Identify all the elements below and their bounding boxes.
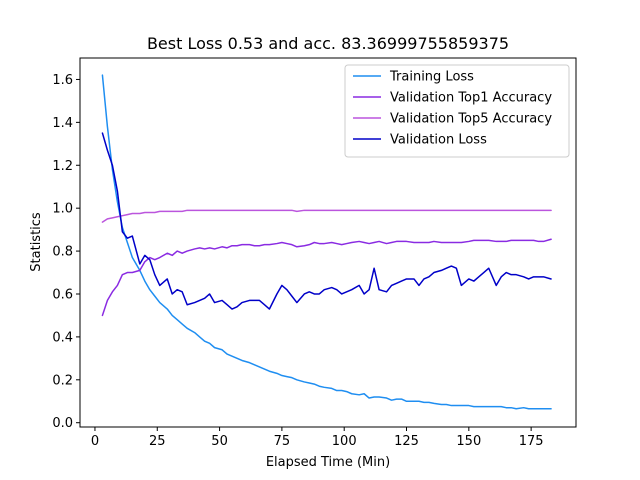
series-line-validation-top1-accuracy <box>101 238 552 317</box>
y-tick-label: 0.4 <box>52 330 73 345</box>
y-tick-label: 1.6 <box>52 73 73 88</box>
series-line-validation-loss <box>101 132 552 310</box>
y-axis-label: Statistics <box>29 212 44 272</box>
y-tick-label: 0.0 <box>52 416 73 431</box>
x-tick-label: 175 <box>519 434 544 449</box>
plot-area: 0 25 50 75 100 125 150 175 0.0 0.2 0.4 0.6 0.8 1.0 1.2… <box>52 57 577 449</box>
y-tick-label: 0.2 <box>52 373 73 388</box>
x-tick-label: 75 <box>274 434 291 449</box>
x-tick-label: 0 <box>91 434 99 449</box>
chart-title: Best Loss 0.53 and acc. 83.3699975585937… <box>147 34 509 53</box>
y-tick-label: 1.2 <box>52 159 73 174</box>
y-tick-label: 0.8 <box>52 245 73 260</box>
x-axis-label: Elapsed Time (Min) <box>266 455 390 470</box>
series-line-training-loss <box>101 74 552 410</box>
x-tick-label: 25 <box>149 434 166 449</box>
legend-label: Validation Loss <box>390 133 487 148</box>
y-tick-label: 0.6 <box>52 287 73 302</box>
x-tick-label: 150 <box>456 434 481 449</box>
legend-box <box>344 64 570 158</box>
legend: Training Loss Validation Top1 Accuracy Val… <box>344 64 570 158</box>
legend-label: Validation Top5 Accuracy <box>390 112 552 127</box>
legend-label: Training Loss <box>389 70 474 85</box>
plot-frame <box>79 57 577 428</box>
series-line-validation-top5-accuracy <box>101 209 552 223</box>
x-tick-label: 100 <box>332 434 357 449</box>
y-tick-label: 1.4 <box>52 116 73 131</box>
legend-label: Validation Top1 Accuracy <box>390 91 552 106</box>
x-tick-label: 50 <box>211 434 228 449</box>
y-tick-label: 1.0 <box>52 202 73 217</box>
x-tick-label: 125 <box>394 434 419 449</box>
